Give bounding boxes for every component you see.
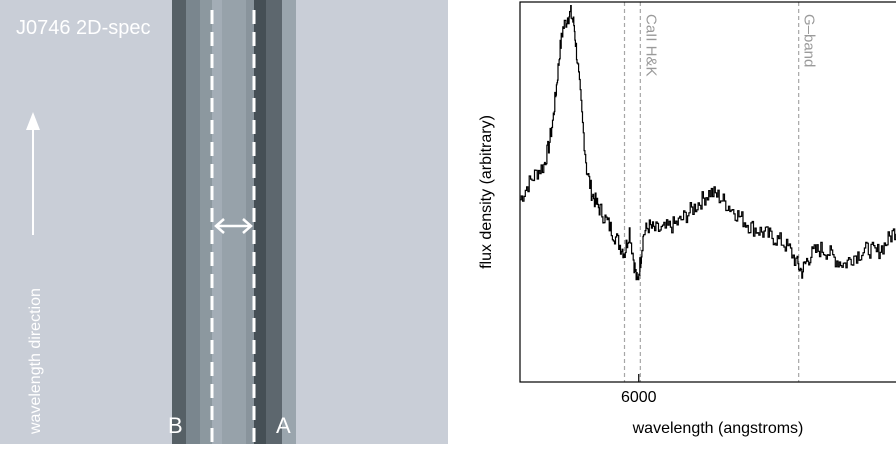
spectrum-2d-image: wavelength direction J0746 2D-spec B A — [0, 0, 448, 444]
trace-label-a: A — [276, 413, 291, 438]
image-column-10 — [296, 0, 448, 444]
image-column-0 — [0, 0, 172, 444]
x-axis-ticks: 6000 — [621, 374, 657, 406]
separation-arrow — [214, 218, 253, 234]
image-column-1 — [172, 0, 186, 444]
y-axis-label: flux density (arbitrary) — [478, 115, 495, 269]
feature-label-1: G–band — [801, 14, 818, 67]
spectrum-line — [520, 5, 896, 281]
feature-label-0: CaII H&K — [642, 14, 659, 77]
x-tick-label-0: 6000 — [621, 389, 657, 406]
spectrum-1d-chart: CaII H&K G–band 6000 wavelength (angstrom… — [448, 0, 896, 444]
feature-markers: CaII H&K G–band — [623, 2, 818, 382]
image-column-5 — [222, 0, 246, 444]
image-column-9 — [282, 0, 296, 444]
image-column-3 — [200, 0, 212, 444]
wavelength-direction-arrow — [26, 112, 40, 235]
image-column-6 — [246, 0, 254, 444]
image-column-4 — [212, 0, 222, 444]
direction-label: wavelength direction — [27, 288, 44, 435]
image-columns — [0, 0, 448, 444]
image-column-8 — [266, 0, 282, 444]
image-column-2 — [186, 0, 200, 444]
trace-label-b: B — [168, 413, 183, 438]
plot-frame — [519, 1, 896, 383]
image-column-7 — [254, 0, 266, 444]
x-axis-label: wavelength (angstroms) — [632, 420, 804, 437]
image-title: J0746 2D-spec — [16, 17, 151, 39]
